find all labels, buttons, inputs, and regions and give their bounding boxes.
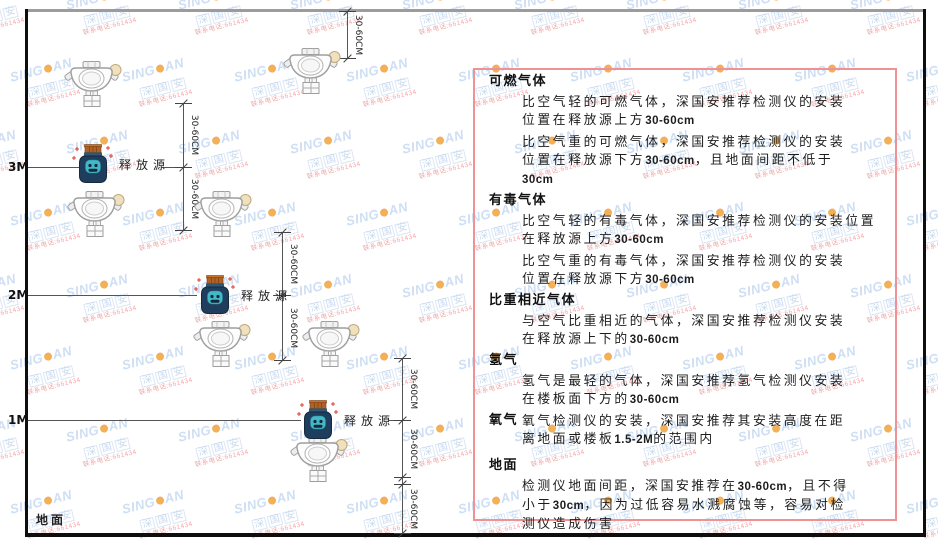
text-line: 比空气轻的可燃气体，深国安推荐检测仪的安装 <box>522 95 846 109</box>
text-line: 与空气比重相近的气体，深国安推荐检测仪安装 <box>522 314 846 328</box>
text-line: 检测仪地面间距，深国安推荐在30-60cm，且不得 <box>522 479 849 493</box>
text-line: 离地面或楼板1.5-2M的范围内 <box>522 432 715 446</box>
height-line <box>28 295 197 296</box>
release-source-icon <box>296 399 340 441</box>
section-heading: 可燃气体 <box>489 73 548 88</box>
dimension-label: 30-60CM <box>288 307 298 348</box>
height-marker-2m: 2M <box>8 288 29 302</box>
gas-detector-icon <box>62 60 122 110</box>
text-line: 小于30cm，因为过低容易水溅腐蚀等，容易对检 <box>522 498 846 512</box>
section-heading: 比重相近气体 <box>489 292 577 307</box>
section-paragraph: 比空气重的可燃气体，深国安推荐检测仪的安装 位置在释放源下方30-60cm，且地面… <box>522 133 895 189</box>
gas-detector-icon <box>192 190 252 240</box>
panel-section: 可燃气体比空气轻的可燃气体，深国安推荐检测仪的安装 位置在释放源上方30-60cm… <box>475 73 895 189</box>
release-source-label: 释放源 <box>241 289 293 303</box>
text-line: 位置在释放源下方30-60cm，且地面间距不低于 <box>522 153 834 167</box>
section-paragraph: 氢气是最轻的气体，深国安推荐氢气检测仪安装 在楼板面下方的30-60cm <box>522 372 895 409</box>
section-paragraph: 与空气比重相近的气体，深国安推荐检测仪安装 在释放源上下的30-60cm <box>522 312 895 349</box>
info-panel: 可燃气体比空气轻的可燃气体，深国安推荐检测仪的安装 位置在释放源上方30-60cm… <box>473 68 897 531</box>
release-source-icon <box>71 143 115 185</box>
text-line: 在释放源上下的30-60cm <box>522 332 680 346</box>
dimension-label: 30-60CM <box>408 428 418 469</box>
gas-detector-icon <box>300 320 360 370</box>
section-paragraph: 氧气检测仪的安装，深国安推荐其安装高度在距 离地面或楼板1.5-2M的范围内 <box>522 412 895 449</box>
height-marker-1m: 1M <box>8 413 29 427</box>
gas-detector-icon <box>65 190 125 240</box>
section-heading: 氢气 <box>489 352 519 367</box>
height-marker-3m: 3M <box>8 160 29 174</box>
section-paragraph: 检测仪地面间距，深国安推荐在30-60cm，且不得 小于30cm，因为过低容易水溅… <box>522 477 895 533</box>
text-line: 位置在释放源上方30-60cm <box>522 113 695 127</box>
text-line: 氧气检测仪的安装，深国安推荐其安装高度在距 <box>522 414 846 428</box>
ceiling-line <box>27 9 925 12</box>
height-line <box>28 167 83 168</box>
dimension-label: 30-60CM <box>353 14 363 55</box>
dimension-line <box>347 11 348 58</box>
gas-detector-icon <box>281 47 341 97</box>
text-line: 比空气重的有毒气体，深国安推荐检测仪的安装 <box>522 254 846 268</box>
height-line <box>28 420 301 421</box>
panel-section: 氧气 氧气检测仪的安装，深国安推荐其安装高度在距 离地面或楼板1.5-2M的范围内 <box>475 412 895 449</box>
panel-section: 氢气 氢气是最轻的气体，深国安推荐氢气检测仪安装 在楼板面下方的30-60cm <box>475 352 895 409</box>
dimension-label: 30-60CM <box>189 114 199 156</box>
section-paragraph: 比空气重的有毒气体，深国安推荐检测仪的安装 位置在释放源下方30-60cm <box>522 252 895 289</box>
section-paragraph: 比空气轻的有毒气体，深国安推荐检测仪的安装位置 在释放源上方30-60cm <box>522 212 895 249</box>
panel-section: 地面 检测仪地面间距，深国安推荐在30-60cm，且不得 小于30cm，因为过低容易… <box>475 457 895 533</box>
text-line: 30cm <box>522 174 554 186</box>
section-heading: 地面 <box>489 457 519 472</box>
gas-detector-icon <box>288 435 348 485</box>
ground-label: 地面 <box>36 513 67 527</box>
dimension-label: 30-60CM <box>408 488 418 529</box>
dimension-label: 30-60CM <box>288 243 298 284</box>
text-line: 氢气是最轻的气体，深国安推荐氢气检测仪安装 <box>522 374 846 388</box>
gas-detector-icon <box>191 320 251 370</box>
panel-section: 有毒气体比空气轻的有毒气体，深国安推荐检测仪的安装位置 在释放源上方30-60cm… <box>475 192 895 289</box>
release-source-label: 释放源 <box>119 158 171 172</box>
release-source-icon <box>193 274 237 316</box>
section-paragraph: 比空气轻的可燃气体，深国安推荐检测仪的安装 位置在释放源上方30-60cm <box>522 93 895 130</box>
right-wall <box>923 9 926 537</box>
left-wall <box>25 9 28 537</box>
text-line: 位置在释放源下方30-60cm <box>522 272 695 286</box>
text-line: 测仪造成伤害 <box>522 517 615 531</box>
section-heading: 有毒气体 <box>489 192 548 207</box>
dimension-label: 30-60CM <box>408 368 418 410</box>
height-line <box>161 167 182 168</box>
panel-section: 比重相近气体与空气比重相近的气体，深国安推荐检测仪安装 在释放源上下的30-60c… <box>475 292 895 349</box>
dimension-line <box>402 358 403 533</box>
text-line: 比空气重的可燃气体，深国安推荐检测仪的安装 <box>522 135 846 149</box>
section-heading: 氧气 <box>489 412 519 427</box>
release-source-label: 释放源 <box>344 414 396 428</box>
ground-line <box>25 533 926 537</box>
text-line: 在楼板面下方的30-60cm <box>522 392 680 406</box>
text-line: 比空气轻的有毒气体，深国安推荐检测仪的安装位置 <box>522 214 877 228</box>
text-line: 在释放源上方30-60cm <box>522 232 664 246</box>
